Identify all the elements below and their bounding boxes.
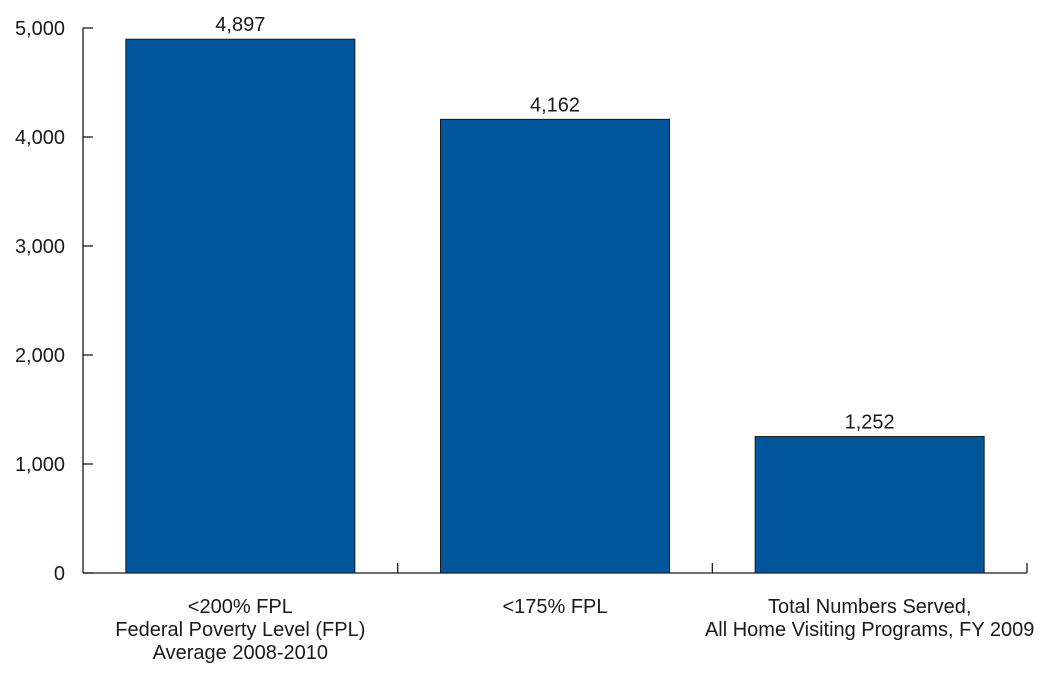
y-tick-label: 4,000 — [15, 127, 65, 149]
x-category-label: Federal Poverty Level (FPL) — [115, 619, 365, 641]
data-labels: 4,897 4,162 1,252 — [215, 14, 894, 433]
y-tick-label: 5,000 — [15, 18, 65, 40]
x-category-label: Average 2008-2010 — [153, 642, 328, 664]
y-axis: 0 1,000 2,000 3,000 4,000 5,000 — [15, 18, 93, 585]
x-category-label: <175% FPL — [502, 596, 607, 618]
x-category-label: <200% FPL — [188, 596, 293, 618]
bars — [125, 38, 985, 574]
bar-value-label: 4,162 — [530, 94, 580, 116]
bar — [125, 38, 356, 574]
y-tick-label: 1,000 — [15, 454, 65, 476]
x-category-label: All Home Visiting Programs, FY 2009 — [705, 619, 1034, 641]
bar — [440, 118, 670, 574]
y-tick-label: 3,000 — [15, 236, 65, 258]
bar-value-label: 1,252 — [845, 412, 895, 434]
bar — [754, 436, 985, 574]
y-tick-label: 2,000 — [15, 345, 65, 367]
y-tick-label: 0 — [54, 563, 65, 585]
bar-value-label: 4,897 — [215, 14, 265, 36]
x-category-label: Total Numbers Served, — [768, 596, 971, 618]
